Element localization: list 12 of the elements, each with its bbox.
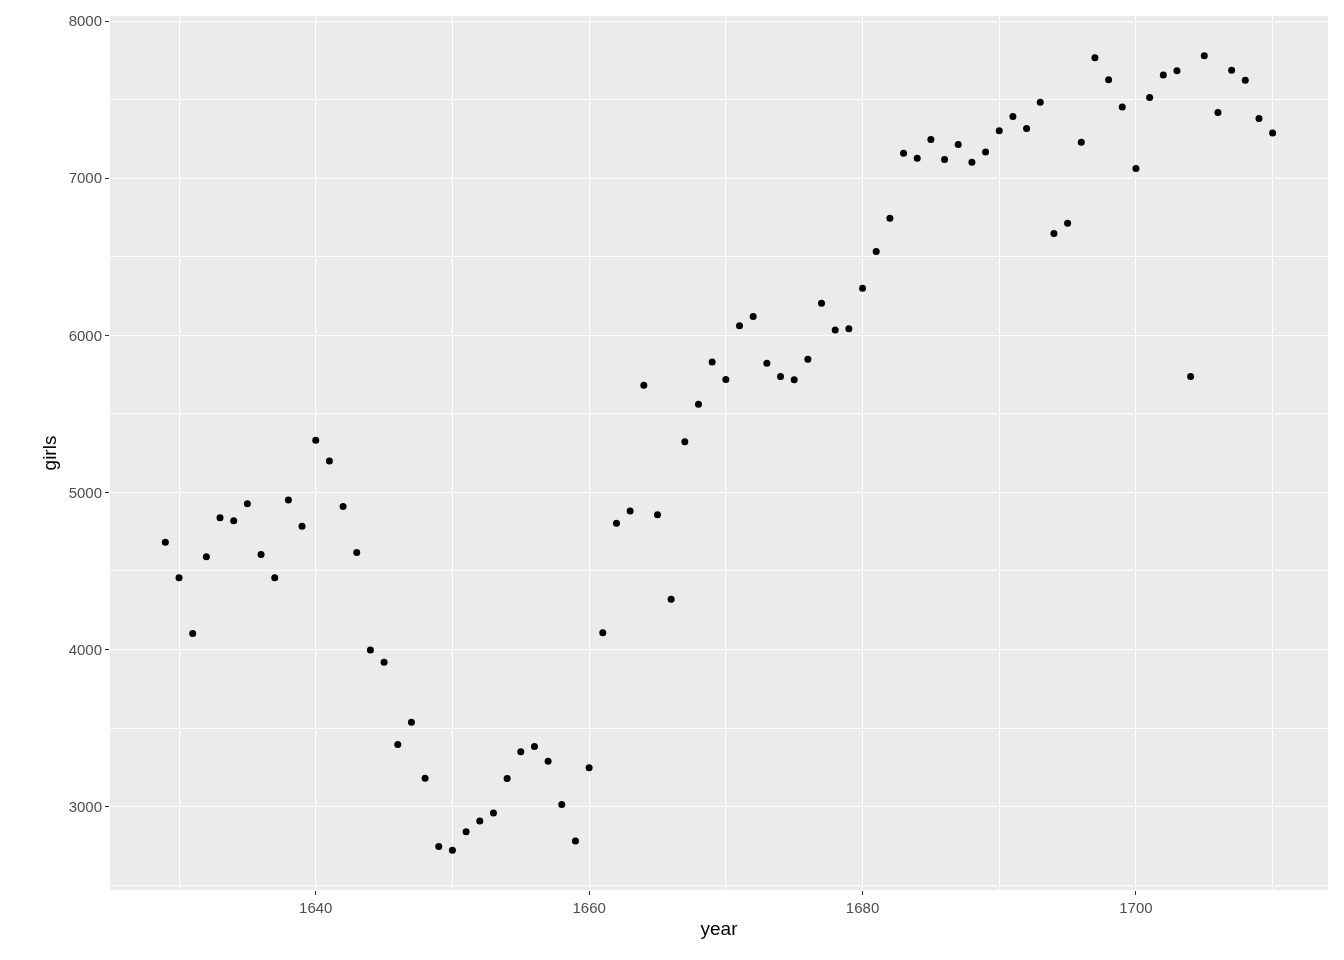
y-tick-label: 6000 <box>68 326 102 344</box>
x-tick-label: 1680 <box>845 899 880 916</box>
y-tick-label: 3000 <box>68 797 102 815</box>
y-tick-label: 7000 <box>68 169 102 187</box>
y-axis-title: girls <box>39 435 61 471</box>
y-tick-label: 8000 <box>68 12 102 30</box>
y-tick-label: 4000 <box>68 640 102 658</box>
x-tick-label: 1660 <box>572 899 606 916</box>
y-tick-label: 5000 <box>68 483 102 501</box>
x-axis-title: year <box>700 917 739 939</box>
x-tick-label: 1700 <box>1119 899 1153 916</box>
x-tick-label: 1640 <box>299 899 333 916</box>
